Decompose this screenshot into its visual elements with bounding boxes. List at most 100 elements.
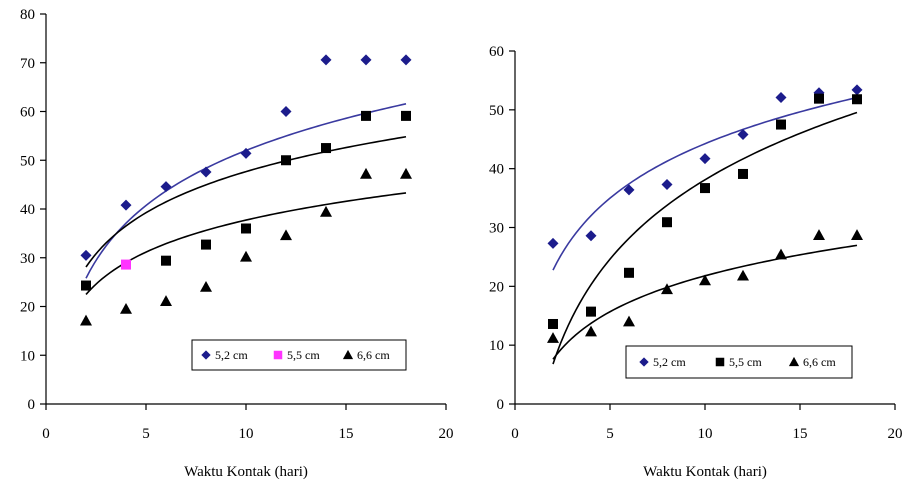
chart-1-series-3-point [400, 167, 412, 179]
chart-1-y-tick-label: 60 [20, 105, 35, 121]
chart-1-series-1-point [360, 54, 372, 66]
chart-2-series-1-point [547, 237, 559, 249]
chart-2-series-3-point [775, 248, 787, 260]
chart-1-x-tick-label: 15 [339, 426, 354, 442]
chart-2-x-tick-label: 5 [606, 426, 614, 442]
chart-2-series-2-point [662, 217, 672, 228]
chart-2-legend-marker-1 [639, 357, 649, 367]
chart-2-series-3-point [661, 283, 673, 295]
chart-2-series-1-point [699, 153, 711, 165]
chart-1-y-tick-label: 50 [20, 153, 35, 169]
chart-2-series-2-point [776, 119, 786, 130]
chart-1-series-3-point [200, 281, 212, 292]
chart-1-series-1-point [280, 106, 292, 117]
chart-1-trendline-3 [85, 192, 407, 295]
chart-2-legend-label-3: 6,6 cm [803, 355, 836, 369]
chart-1-series-3-point [240, 250, 252, 262]
chart-2-series-1-point [661, 179, 673, 191]
chart-1-y-tick-label: 0 [28, 397, 36, 413]
chart-1-trendline-2 [85, 135, 407, 268]
chart-2-series-2-point [852, 94, 862, 105]
chart-1-series-2-point [161, 255, 171, 266]
chart-2-x-axis-label: Waktu Kontak (hari) [643, 464, 767, 480]
chart-2-legend-marker-2 [715, 357, 725, 367]
chart-1-series-3-point [120, 302, 132, 314]
chart-1-series-2-point [321, 143, 331, 154]
chart-2-trendline-1 [552, 96, 858, 271]
chart-2-series-2-point [548, 318, 558, 329]
chart-2-trendline-3 [552, 244, 858, 360]
chart-1-series-2-point [201, 239, 211, 250]
chart-2-series-3-point [851, 229, 863, 240]
chart-1-series-1-point [320, 54, 332, 66]
chart-1-y-tick-label: 40 [20, 202, 35, 218]
chart-1-series-1-point [160, 181, 172, 193]
chart-2-y-tick-label: 40 [489, 162, 504, 178]
chart-2-y-tick-label: 60 [489, 44, 504, 60]
chart-2-series-2-point [586, 306, 596, 317]
chart-2-series-1-point [737, 129, 749, 141]
chart-2-series-1-point [851, 84, 863, 96]
chart-1-series-2-point [361, 110, 371, 121]
chart-1-series-2-point [121, 259, 131, 270]
chart-2-series-2-point [738, 168, 748, 179]
chart-1-y-tick-label: 70 [20, 56, 35, 72]
chart-2-series-3-point [699, 274, 711, 286]
chart-2-y-tick-label: 20 [489, 279, 504, 295]
chart-1-legend-marker-3 [342, 349, 354, 360]
chart-1-y-tick-label: 30 [20, 251, 35, 267]
chart-2-series-2-point [814, 93, 824, 104]
chart-1-series-2-point [241, 223, 251, 234]
chart-1-legend-marker-2 [273, 350, 283, 360]
chart-1-legend-label-3: 6,6 cm [357, 348, 390, 362]
chart-1-x-tick-label: 5 [142, 426, 150, 442]
chart-1-y-tick-label: 80 [20, 7, 35, 23]
chart-2-series-3-point [585, 325, 597, 337]
chart-2-series-2-point [624, 267, 634, 278]
chart-2-series-2-point [700, 183, 710, 194]
chart-2-x-tick-label: 20 [888, 426, 903, 442]
chart-2-x-tick-label: 10 [698, 426, 713, 442]
chart-1-series-1-point [120, 199, 132, 211]
chart-1-series-3-point [280, 229, 292, 241]
chart-2-trendline-2 [552, 111, 858, 365]
chart-1-series-3-point [320, 205, 332, 217]
chart-1-series-2-point [401, 110, 411, 121]
chart-1-series-3-point [360, 167, 372, 179]
chart-1-series-3-point [80, 314, 92, 326]
chart-1-legend-box [191, 339, 407, 371]
chart-1-x-axis-label: Waktu Kontak (hari) [184, 464, 308, 480]
chart-2-legend-label-1: 5,2 cm [653, 355, 686, 369]
chart-2-y-tick-label: 30 [489, 221, 504, 237]
chart-2-series-1-point [585, 230, 597, 242]
chart-2-y-tick-label: 10 [489, 338, 504, 354]
chart-2-series-3-point [547, 332, 559, 343]
chart-1-series-3-point [160, 295, 172, 306]
chart-2-series-1-point [775, 91, 787, 103]
chart-1-legend-label-2: 5,5 cm [287, 348, 320, 362]
chart-1-series-1-point [240, 147, 252, 159]
chart-1-series-1-point [200, 166, 212, 178]
chart-1-x-tick-label: 0 [42, 426, 50, 442]
chart-1-x-tick-label: 20 [439, 426, 454, 442]
chart-2-series-1-point [623, 184, 635, 196]
chart-2-series-3-point [813, 229, 825, 240]
chart-2-legend-box [625, 345, 853, 379]
chart-2-series-3-point [737, 269, 749, 281]
chart-2-x-tick-label: 15 [793, 426, 808, 442]
chart-2-legend-label-2: 5,5 cm [729, 355, 762, 369]
chart-1-series-2-point [81, 280, 91, 291]
chart-2-series-3-point [623, 315, 635, 327]
chart-1-legend-marker-1 [201, 350, 211, 360]
chart-2-x-tick-label: 0 [511, 426, 519, 442]
chart-1-y-tick-label: 10 [20, 348, 35, 364]
chart-2-legend-marker-3 [788, 356, 800, 367]
chart-1-series-2-point [281, 155, 291, 166]
chart-1-x-tick-label: 10 [239, 426, 254, 442]
chart-2-y-tick-label: 50 [489, 103, 504, 119]
chart-2-y-tick-label: 0 [497, 397, 505, 413]
chart-1-series-1-point [400, 54, 412, 66]
chart-1-legend-label-1: 5,2 cm [215, 348, 248, 362]
chart-1-y-tick-label: 20 [20, 300, 35, 316]
